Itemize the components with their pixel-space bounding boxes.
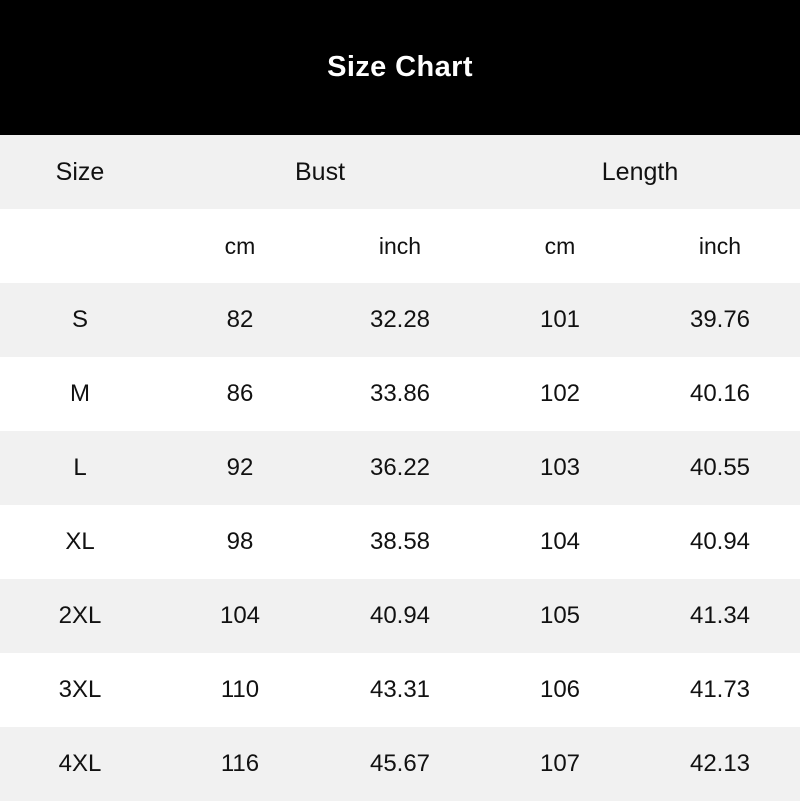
cell-bust-inch: 36.22 [369, 454, 431, 481]
table-row: 2XL 104 40.94 105 41.34 [0, 579, 800, 653]
table-row: M 86 33.86 102 40.16 [0, 357, 800, 431]
cell-size: S [71, 306, 88, 333]
cell-length-cm: 101 [539, 306, 581, 333]
cell-bust-cm: 82 [226, 306, 254, 333]
cell-bust-cm: 92 [226, 454, 254, 481]
table-unit-header-row: cm inch cm inch [0, 209, 800, 283]
table-row: L 92 36.22 103 40.55 [0, 431, 800, 505]
column-header-bust: Bust [294, 157, 346, 186]
cell-bust-cm: 104 [219, 602, 261, 629]
unit-header-size [0, 209, 160, 283]
cell-length-inch: 41.34 [689, 602, 751, 629]
size-chart-table: Size Bust Length cm inch cm inch S 82 32… [0, 135, 800, 801]
cell-bust-cm: 110 [220, 676, 260, 703]
unit-header-bust-cm: cm [224, 232, 256, 259]
cell-length-cm: 102 [539, 380, 581, 407]
cell-bust-cm: 98 [226, 528, 254, 555]
cell-length-inch: 39.76 [689, 306, 751, 333]
cell-length-cm: 106 [539, 676, 581, 703]
cell-size: 4XL [58, 750, 102, 777]
cell-length-cm: 105 [539, 602, 581, 629]
cell-length-inch: 41.73 [689, 676, 751, 703]
cell-bust-inch: 32.28 [369, 306, 431, 333]
cell-length-cm: 104 [539, 528, 581, 555]
table-row: 4XL 116 45.67 107 42.13 [0, 727, 800, 801]
title-banner: Size Chart [0, 0, 800, 135]
table-row: 3XL 110 43.31 106 41.73 [0, 653, 800, 727]
cell-bust-cm: 86 [226, 380, 254, 407]
cell-bust-inch: 33.86 [369, 380, 431, 407]
unit-header-bust-inch: inch [378, 232, 422, 259]
cell-bust-inch: 43.31 [369, 676, 431, 703]
cell-size: XL [65, 528, 95, 555]
cell-length-inch: 42.13 [689, 750, 751, 777]
table-group-header-row: Size Bust Length [0, 135, 800, 209]
table-row: S 82 32.28 101 39.76 [0, 283, 800, 357]
unit-header-length-cm: cm [544, 232, 576, 259]
table-row: XL 98 38.58 104 40.94 [0, 505, 800, 579]
unit-header-length-inch: inch [698, 232, 742, 259]
cell-length-inch: 40.16 [689, 380, 751, 407]
cell-bust-inch: 40.94 [369, 602, 431, 629]
cell-size: L [73, 454, 87, 481]
page-title: Size Chart [327, 51, 473, 83]
cell-length-inch: 40.94 [689, 528, 751, 555]
cell-bust-inch: 45.67 [369, 750, 431, 777]
cell-length-cm: 103 [539, 454, 581, 481]
cell-bust-cm: 116 [220, 750, 260, 777]
cell-length-cm: 107 [539, 750, 581, 777]
column-header-size: Size [55, 157, 105, 186]
column-header-length: Length [601, 157, 679, 186]
cell-bust-inch: 38.58 [369, 528, 431, 555]
cell-size: 3XL [58, 676, 102, 703]
cell-size: 2XL [58, 602, 102, 629]
cell-length-inch: 40.55 [689, 454, 751, 481]
cell-size: M [70, 380, 90, 407]
